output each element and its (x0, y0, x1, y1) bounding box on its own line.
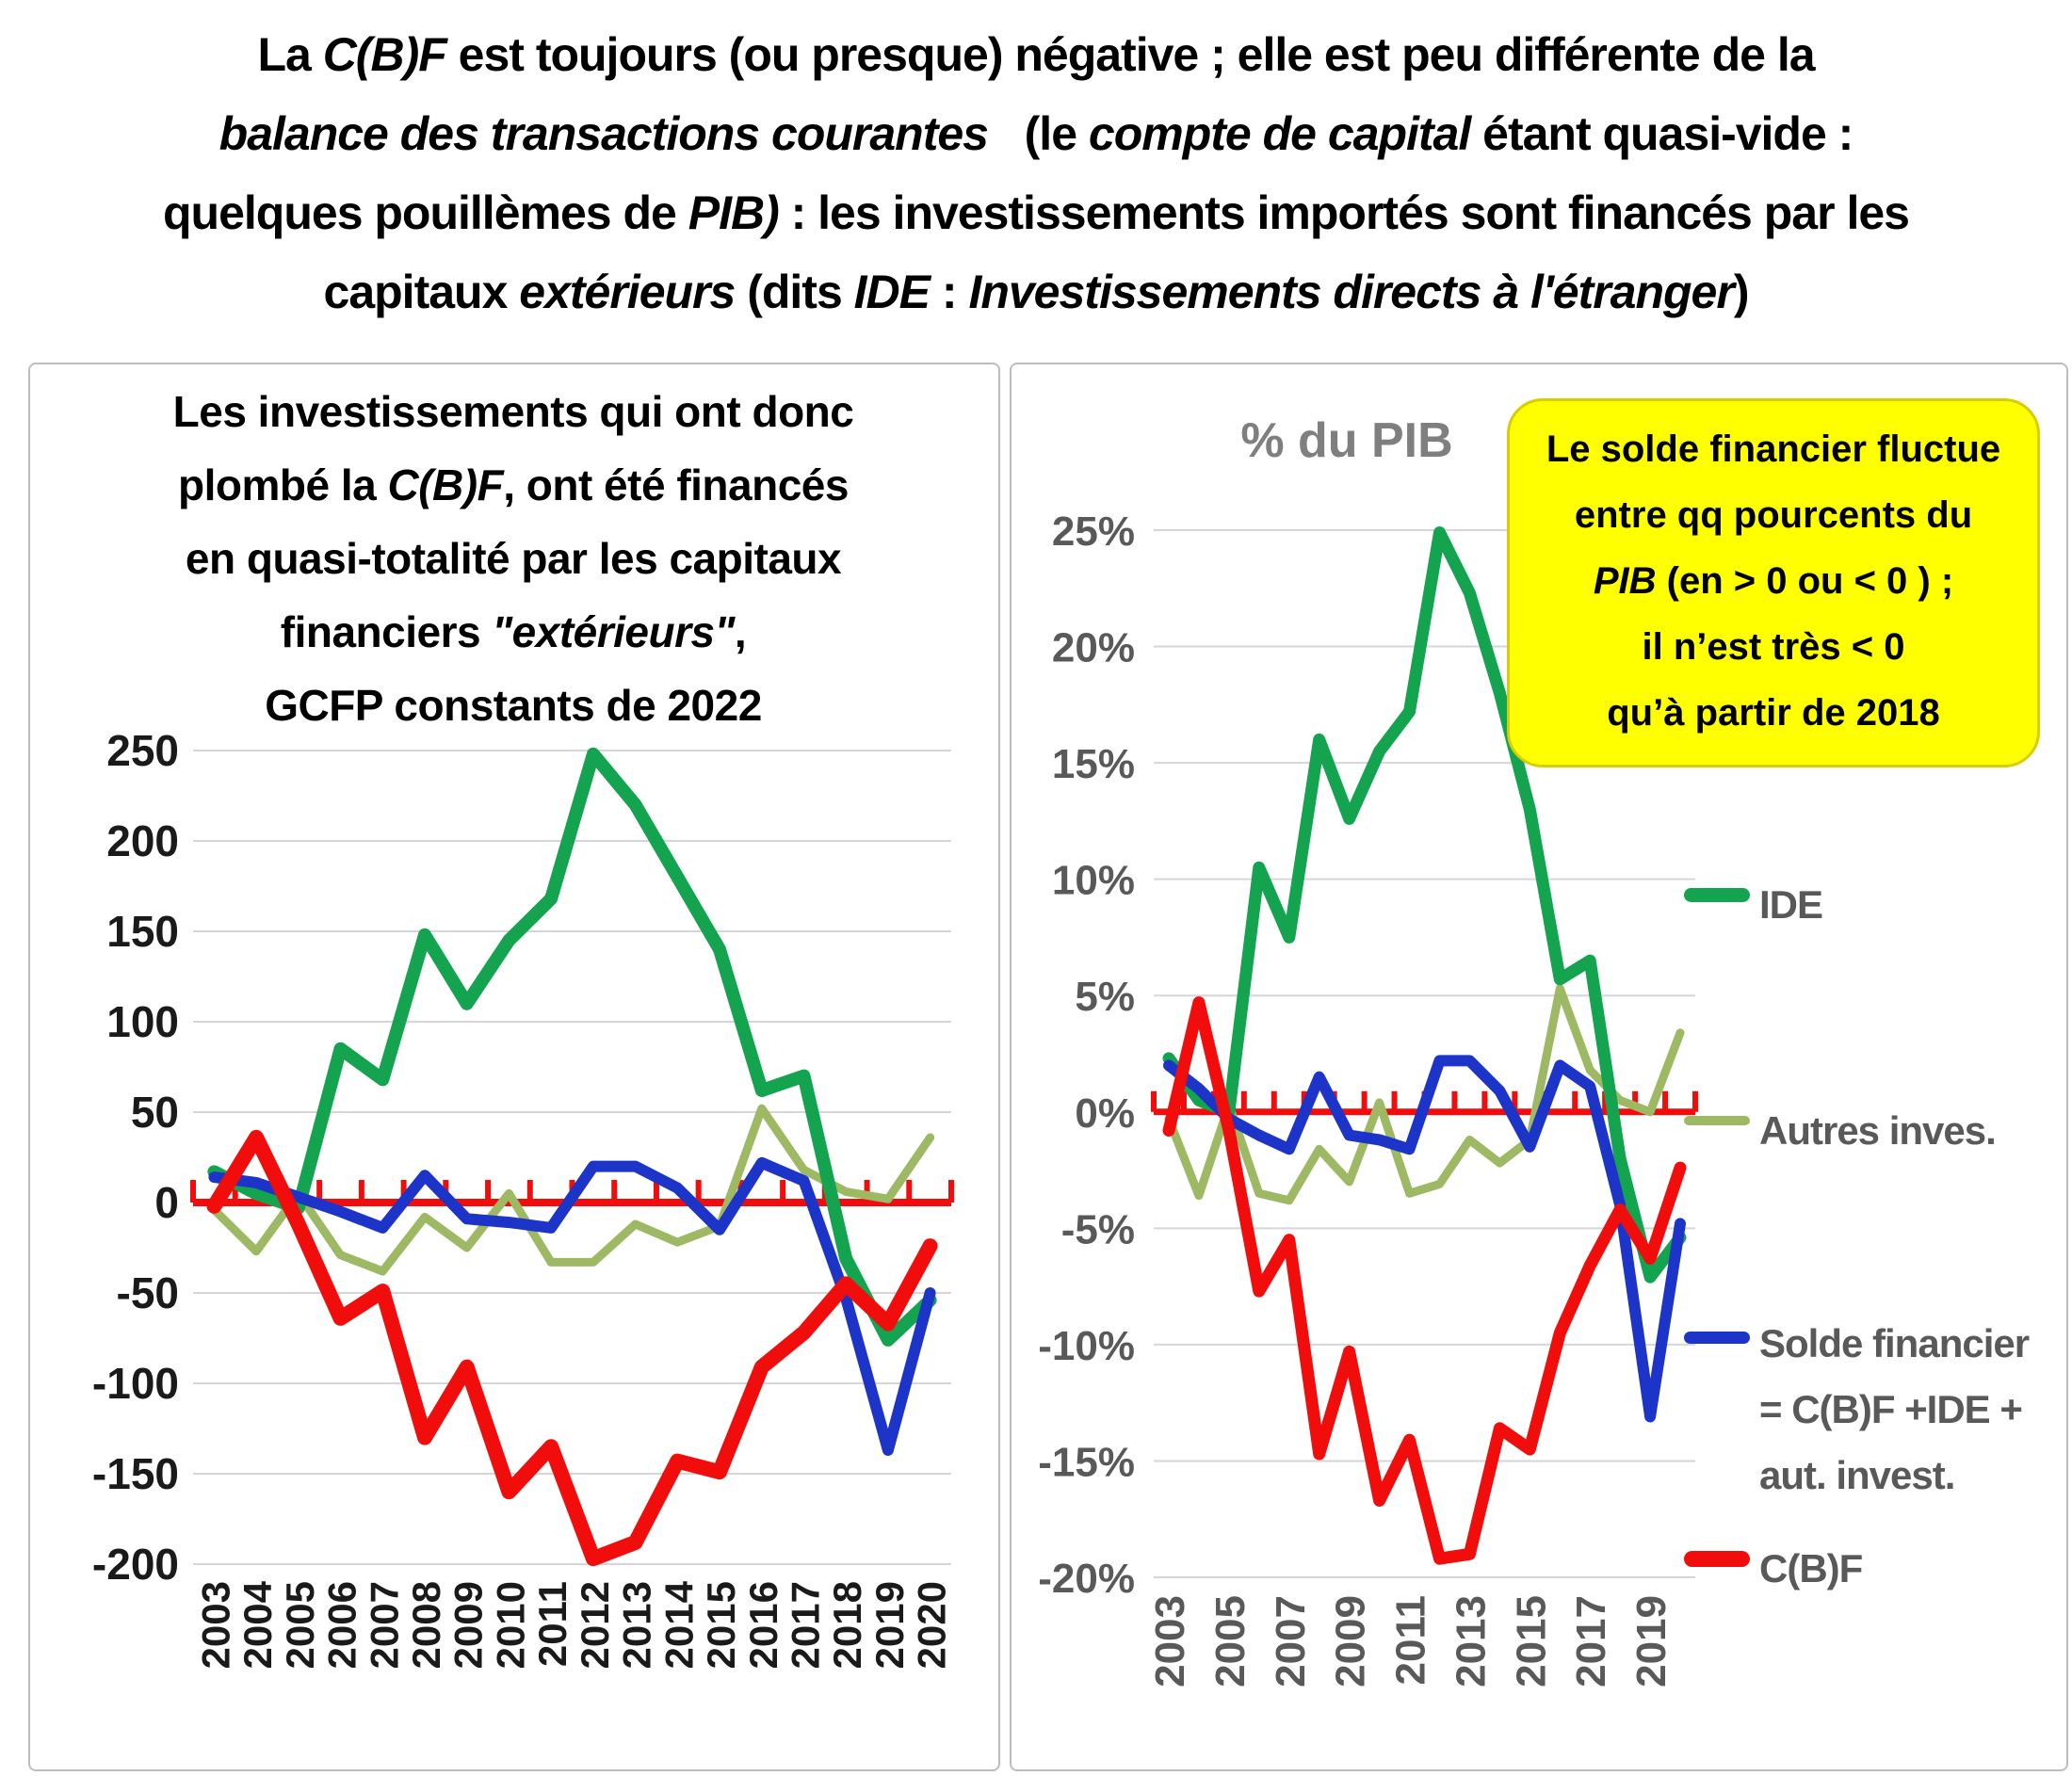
right-chart-title: % du PIB (1240, 413, 1453, 468)
left-chart-title-line: en quasi-totalité par les capitaux (185, 534, 842, 583)
callout-line: qu’à partir de 2018 (1607, 692, 1940, 734)
left-chart-title-line: financiers "extérieurs", (280, 607, 747, 656)
page-title-line: quelques pouillèmes de PIB) : les invest… (163, 186, 1910, 239)
page-title-line: La C(B)F est toujours (ou presque) négat… (257, 28, 1815, 81)
callout-line: Le solde financier fluctue (1546, 428, 2001, 470)
callout-line: entre qq pourcents du (1574, 494, 1973, 536)
left-chart-title-line: Les investissements qui ont donc (172, 387, 854, 436)
callout-line: il n’est très < 0 (1642, 626, 1905, 668)
page-title-line: balance des transactions courantes (le c… (219, 107, 1854, 160)
left-chart-title: Les investissements qui ont donc plombé … (38, 375, 989, 742)
page-title: La C(B)F est toujours (ou presque) négat… (0, 15, 2072, 331)
callout-line: PIB (en > 0 ou < 0 ) ; (1593, 560, 1954, 602)
left-chart-title-line: GCFP constants de 2022 (265, 681, 762, 730)
callout-box: Le solde financier fluctue entre qq pour… (1507, 398, 2040, 767)
page-title-line: capitaux extérieurs (dits IDE : Investis… (323, 266, 1750, 318)
left-chart-title-line: plombé la C(B)F, ont été financés (178, 460, 849, 509)
